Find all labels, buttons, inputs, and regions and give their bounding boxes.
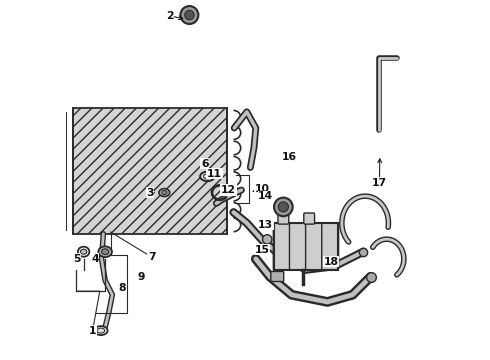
Circle shape bbox=[185, 10, 194, 20]
Text: 13: 13 bbox=[258, 220, 273, 230]
Ellipse shape bbox=[94, 326, 108, 335]
Text: 15: 15 bbox=[255, 245, 270, 255]
Text: 18: 18 bbox=[323, 257, 339, 267]
Ellipse shape bbox=[101, 249, 109, 255]
Circle shape bbox=[180, 6, 198, 24]
Text: 12: 12 bbox=[221, 185, 236, 195]
Text: 16: 16 bbox=[282, 152, 297, 162]
Text: 3: 3 bbox=[146, 188, 154, 198]
FancyBboxPatch shape bbox=[322, 223, 339, 270]
FancyBboxPatch shape bbox=[278, 213, 289, 224]
Text: 8: 8 bbox=[119, 283, 126, 293]
Text: 11: 11 bbox=[207, 168, 222, 179]
Text: 2: 2 bbox=[166, 11, 173, 21]
Ellipse shape bbox=[203, 174, 211, 179]
Text: 14: 14 bbox=[258, 191, 273, 201]
Ellipse shape bbox=[200, 172, 215, 181]
Text: 7: 7 bbox=[148, 252, 155, 262]
Text: 5: 5 bbox=[73, 254, 80, 264]
FancyBboxPatch shape bbox=[304, 213, 315, 224]
Text: 4: 4 bbox=[91, 254, 99, 264]
Ellipse shape bbox=[97, 328, 105, 333]
Text: 6: 6 bbox=[201, 159, 209, 169]
Text: 1: 1 bbox=[89, 325, 97, 336]
Ellipse shape bbox=[162, 190, 167, 194]
Ellipse shape bbox=[159, 189, 170, 197]
Text: 9: 9 bbox=[138, 272, 146, 282]
Circle shape bbox=[274, 198, 293, 216]
FancyBboxPatch shape bbox=[273, 223, 290, 270]
Bar bbox=[73, 108, 227, 234]
FancyBboxPatch shape bbox=[306, 223, 322, 270]
Ellipse shape bbox=[98, 246, 112, 257]
Ellipse shape bbox=[80, 249, 87, 254]
Text: 10: 10 bbox=[255, 184, 270, 194]
FancyBboxPatch shape bbox=[271, 271, 284, 282]
Text: 17: 17 bbox=[372, 178, 387, 188]
Circle shape bbox=[263, 235, 272, 244]
Bar bbox=[274, 223, 338, 270]
Ellipse shape bbox=[78, 247, 89, 257]
Circle shape bbox=[278, 202, 289, 212]
FancyBboxPatch shape bbox=[290, 223, 306, 270]
